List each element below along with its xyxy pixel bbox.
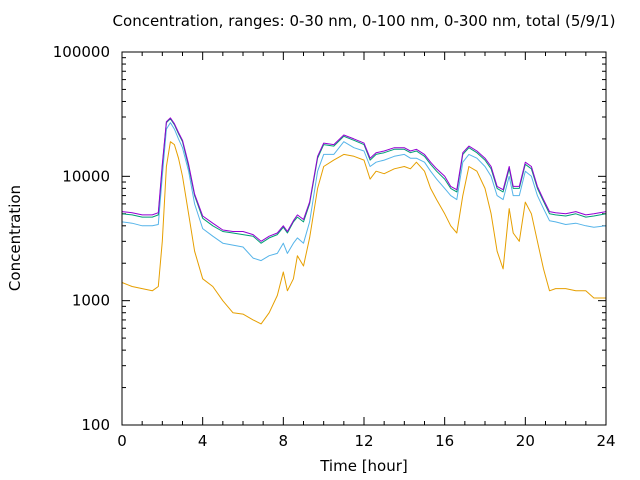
y-axis-label: Concentration — [6, 185, 24, 291]
x-tick-label: 16 — [435, 432, 454, 450]
tick-marks — [121, 51, 607, 426]
series-line-4 — [121, 117, 607, 242]
series-line-1 — [121, 141, 606, 325]
x-tick-label: 20 — [516, 432, 535, 450]
y-tick-label: 100000 — [53, 43, 110, 61]
series-lines — [121, 117, 607, 325]
y-tick-label: 100 — [81, 416, 110, 434]
plot-frame — [121, 51, 607, 426]
tick-labels: 0 4 8 12 16 20 24 100 1000 10000 100000 — [53, 43, 616, 450]
x-axis-label: Time [hour] — [319, 457, 408, 475]
x-tick-label: 24 — [596, 432, 615, 450]
x-tick-label: 12 — [354, 432, 373, 450]
x-tick-label: 4 — [198, 432, 208, 450]
x-tick-label: 8 — [279, 432, 289, 450]
chart-title: Concentration, ranges: 0-30 nm, 0-100 nm… — [113, 12, 616, 30]
x-tick-label: 0 — [117, 432, 127, 450]
y-tick-label: 10000 — [62, 167, 110, 185]
y-tick-label: 1000 — [72, 292, 110, 310]
series-line-2 — [121, 122, 607, 262]
